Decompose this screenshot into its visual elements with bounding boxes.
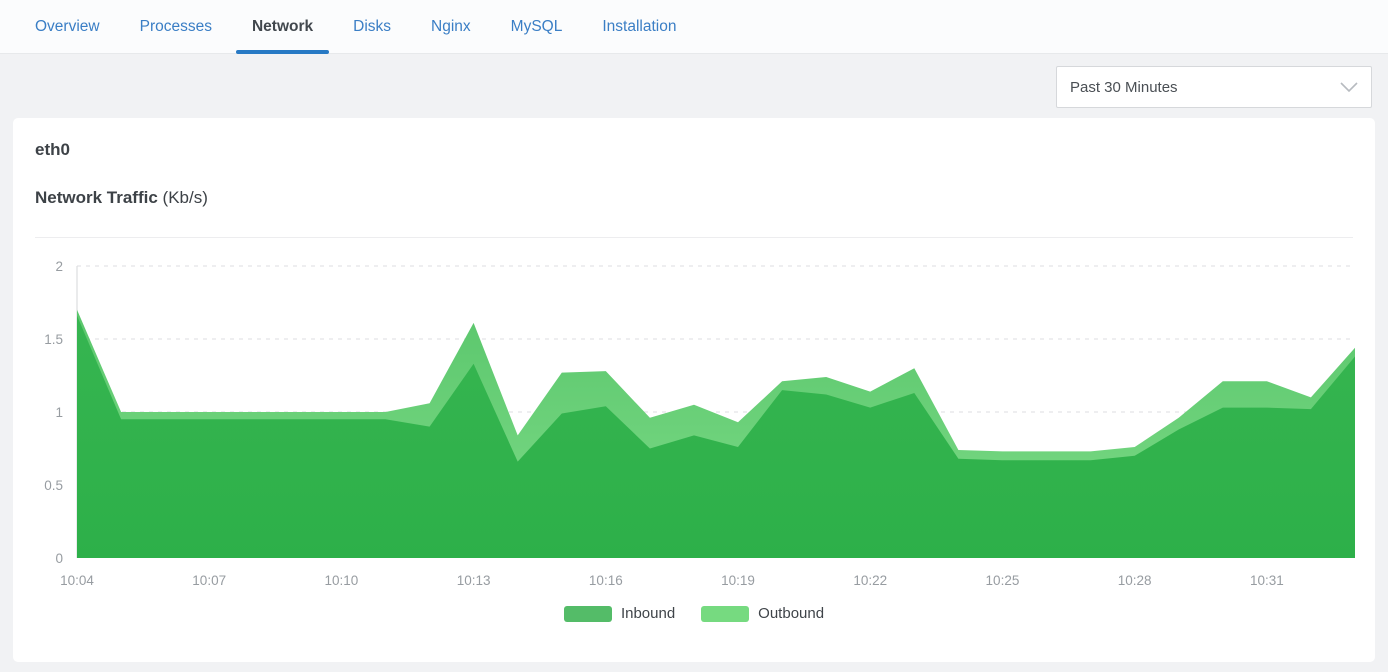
legend-swatch-outbound	[701, 605, 750, 622]
y-tick-label: 0	[55, 551, 63, 566]
divider	[35, 237, 1353, 238]
legend-inbound[interactable]: Inbound	[563, 605, 676, 622]
x-tick-label: 10:10	[325, 573, 359, 588]
tab-label: Disks	[353, 17, 392, 35]
legend-swatch-inbound	[563, 605, 612, 622]
y-tick-label: 2	[55, 259, 63, 274]
x-tick-label: 10:07	[192, 573, 226, 588]
x-tick-label: 10:25	[986, 573, 1020, 588]
network-traffic-chart[interactable]: 0 0.5 1 1.5 2 10:04 10:07 10:10 10:13 10:16 10:19 1…	[13, 118, 1375, 662]
tab-mysql[interactable]: MySQL	[495, 0, 579, 53]
tab-label: Installation	[602, 17, 677, 35]
tab-label: Network	[251, 17, 314, 35]
chart-title-text: Network Traffic	[35, 188, 158, 207]
x-tick-label: 10:28	[1118, 573, 1152, 588]
time-range-select[interactable]: Past 30 Minutes	[1056, 66, 1372, 108]
chevron-down-icon	[1340, 81, 1358, 92]
legend-label: Inbound	[620, 605, 676, 622]
chart-title: Network Traffic (Kb/s)	[35, 188, 208, 208]
area-inbound	[77, 315, 1355, 558]
tab-label: Nginx	[431, 17, 471, 35]
y-tick-label: 1	[55, 405, 63, 420]
tab-network[interactable]: Network	[235, 0, 330, 54]
tab-label: Processes	[139, 17, 212, 35]
tab-installation[interactable]: Installation	[586, 0, 692, 53]
legend-outbound[interactable]: Outbound	[701, 605, 824, 622]
tab-processes[interactable]: Processes	[124, 0, 228, 53]
tab-label: MySQL	[510, 17, 563, 35]
x-tick-label: 10:13	[457, 573, 491, 588]
x-tick-label: 10:31	[1250, 573, 1284, 588]
tab-bar: Overview Processes Network Disks Nginx MySQL I…	[0, 0, 1388, 54]
network-interface-panel: eth0 Network Traffic (Kb/s) 0 0.5 1 1.5 2 10:…	[13, 118, 1375, 662]
y-tick-label: 1.5	[44, 332, 63, 347]
x-tick-label: 10:04	[60, 573, 94, 588]
tab-overview[interactable]: Overview	[19, 0, 116, 53]
chart-legend: Inbound Outbound	[13, 605, 1375, 622]
tab-label: Overview	[35, 17, 100, 35]
legend-label: Outbound	[758, 605, 825, 622]
x-tick-label: 10:19	[721, 573, 755, 588]
tab-nginx[interactable]: Nginx	[415, 0, 487, 53]
time-range-value: Past 30 Minutes	[1070, 78, 1178, 96]
y-tick-label: 0.5	[44, 478, 63, 493]
x-tick-label: 10:22	[853, 573, 887, 588]
x-tick-label: 10:16	[589, 573, 623, 588]
chart-title-unit: (Kb/s)	[162, 188, 208, 207]
interface-title: eth0	[35, 140, 70, 159]
tab-disks[interactable]: Disks	[337, 0, 407, 53]
